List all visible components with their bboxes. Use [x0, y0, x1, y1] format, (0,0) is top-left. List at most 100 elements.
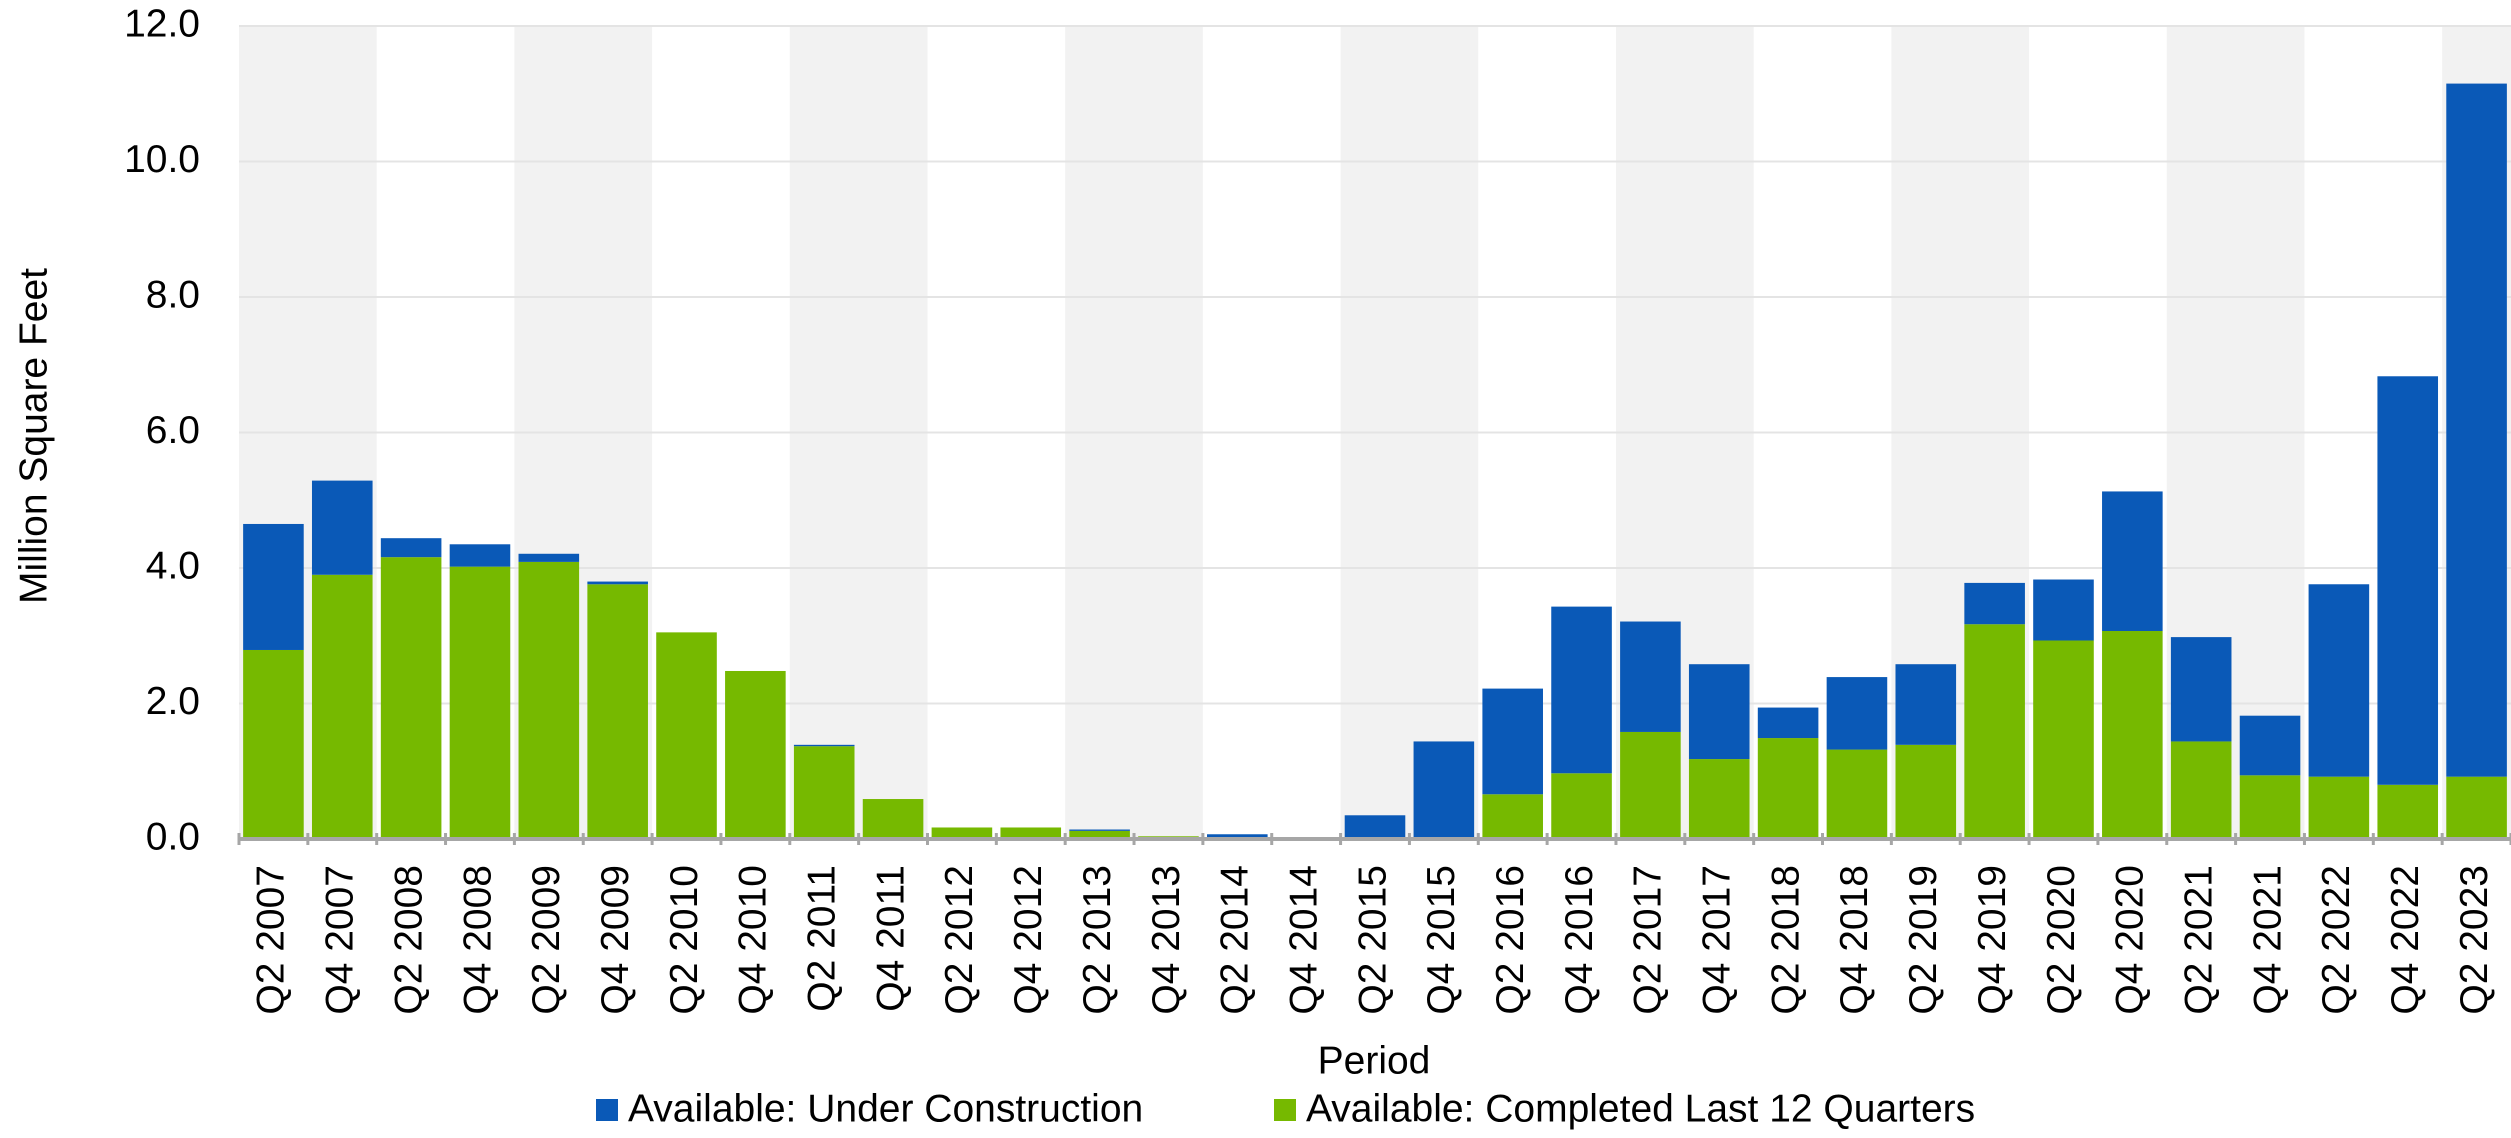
x-tick-label: Q2 2010	[663, 865, 706, 1015]
bar-segment	[2446, 83, 2507, 777]
x-tick-label: Q4 2014	[1282, 865, 1325, 1015]
y-tick-label: 10.0	[124, 138, 200, 181]
x-tick-label: Q2 2013	[1076, 865, 1119, 1015]
bar-segment	[1826, 749, 1888, 839]
y-tick-label: 4.0	[146, 544, 200, 587]
bar-segment	[2446, 776, 2507, 839]
x-tick-label: Q2 2014	[1214, 865, 1257, 1015]
bar-segment	[725, 670, 786, 839]
x-tick-label: Q4 2007	[319, 865, 362, 1015]
bar-segment	[1964, 624, 2025, 839]
y-tick-label: 8.0	[146, 273, 200, 316]
bar-segment	[1069, 829, 1130, 831]
bar-segment	[2377, 784, 2439, 839]
y-axis-title: Million Square Feet	[12, 268, 55, 604]
x-tick-label: Q4 2022	[2384, 865, 2427, 1015]
bar-segment	[2033, 640, 2094, 839]
x-axis-title: Period	[1318, 1039, 1431, 1082]
x-tick-label: Q2 2016	[1489, 865, 1532, 1015]
bar-segment	[2102, 631, 2163, 839]
y-tick-label: 0.0	[146, 815, 200, 858]
bar-segment	[1000, 827, 1062, 839]
x-tick-label: Q4 2012	[1007, 865, 1050, 1015]
bar-segment	[1757, 738, 1819, 839]
bar-segment	[1482, 688, 1543, 795]
legend-label: Available: Completed Last 12 Quarters	[1306, 1087, 1975, 1130]
x-tick-label: Q2 2019	[1902, 865, 1945, 1015]
legend-label: Available: Under Construction	[628, 1087, 1143, 1130]
x-tick-label: Q2 2023	[2453, 865, 2496, 1015]
y-tick-label: 12.0	[124, 2, 200, 45]
bar-segment	[518, 553, 580, 562]
bar-segment	[1069, 830, 1130, 839]
bar-segment	[1482, 794, 1543, 839]
bar-segment	[2308, 584, 2370, 777]
bar-segment	[1207, 834, 1268, 838]
x-tick-label: Q2 2007	[250, 865, 293, 1015]
bar-segment	[2239, 715, 2301, 776]
legend-swatch	[596, 1099, 618, 1121]
x-tick-label: Q2 2022	[2315, 865, 2358, 1015]
x-tick-label: Q4 2017	[1696, 865, 1739, 1015]
x-tick-label: Q4 2013	[1145, 865, 1188, 1015]
x-tick-label: Q4 2011	[869, 865, 912, 1012]
bar-segment	[587, 581, 648, 585]
bar-segment	[518, 561, 580, 839]
bar-segment	[243, 649, 304, 839]
x-tick-label: Q4 2015	[1420, 865, 1463, 1015]
bar-segment	[2102, 491, 2163, 632]
x-tick-label: Q4 2009	[594, 865, 637, 1015]
bar-segment	[1688, 664, 1750, 760]
bar-segment	[380, 538, 442, 558]
x-tick-label: Q4 2008	[456, 865, 499, 1015]
x-tick-label: Q2 2015	[1351, 865, 1394, 1015]
bar-segment	[1964, 582, 2025, 625]
bar-segment	[2377, 376, 2439, 785]
bar-segment	[931, 827, 993, 839]
bar-segment	[1620, 621, 1681, 732]
bar-segment	[587, 584, 648, 839]
x-tick-label: Q2 2017	[1627, 865, 1670, 1015]
x-tick-label: Q2 2012	[938, 865, 981, 1015]
bar-segment	[311, 480, 373, 575]
x-tick-label: Q2 2021	[2177, 865, 2220, 1015]
bar-segment	[2239, 775, 2301, 839]
y-tick-label: 2.0	[146, 680, 200, 723]
bar-segment	[243, 523, 304, 650]
bar-segment	[2170, 637, 2232, 742]
bar-segment	[1344, 815, 1406, 839]
bar-segment	[1895, 744, 1957, 839]
bar-segment	[311, 574, 373, 839]
bar-segment	[380, 557, 442, 839]
bar-segment	[2170, 741, 2232, 839]
x-tick-label: Q4 2016	[1558, 865, 1601, 1015]
bar-segment	[449, 544, 511, 567]
bar-segment	[1826, 677, 1888, 750]
bar-segment	[793, 744, 855, 747]
x-tick-label: Q4 2019	[1971, 865, 2014, 1015]
x-tick-label: Q4 2010	[732, 865, 775, 1015]
x-tick-label: Q2 2020	[2040, 865, 2083, 1015]
bar-segment	[862, 799, 924, 839]
y-tick-label: 6.0	[146, 409, 200, 452]
x-tick-label: Q2 2008	[387, 865, 430, 1015]
bar-segment	[656, 632, 717, 839]
bar-segment	[2308, 776, 2370, 839]
x-tick-label: Q2 2009	[525, 865, 568, 1015]
bar-segment	[1551, 606, 1612, 774]
bar-segment	[2033, 579, 2094, 641]
bar-segment	[1688, 759, 1750, 839]
legend-swatch	[1274, 1099, 1296, 1121]
bar-segment	[449, 566, 511, 839]
x-tick-label: Q4 2018	[1833, 865, 1876, 1015]
bar-segment	[1620, 731, 1681, 839]
x-tick-label: Q2 2018	[1764, 865, 1807, 1015]
bar-segment	[1551, 773, 1612, 839]
x-tick-label: Q4 2021	[2246, 865, 2289, 1015]
bar-segment	[1895, 664, 1957, 745]
bar-segment	[793, 746, 855, 839]
bar-segment	[1757, 707, 1819, 739]
x-tick-label: Q2 2011	[801, 865, 844, 1012]
bar-segment	[1413, 741, 1475, 839]
